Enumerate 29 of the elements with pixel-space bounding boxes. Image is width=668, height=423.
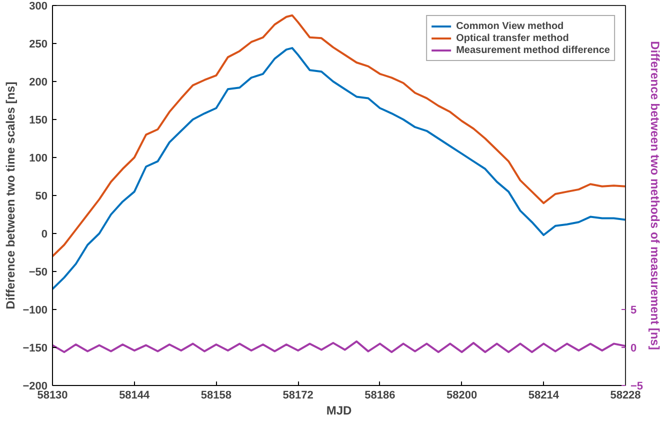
y-tick-label: 200 bbox=[29, 76, 48, 88]
y-tick-label: 0 bbox=[41, 228, 48, 240]
x-tick-label: 58186 bbox=[364, 390, 396, 402]
legend-label: Optical transfer method bbox=[456, 32, 569, 44]
x-tick-label: 58200 bbox=[446, 390, 478, 402]
y2-tick-label: 5 bbox=[630, 304, 637, 316]
y-tick-label: 250 bbox=[29, 38, 48, 50]
x-axis-title: MJD bbox=[326, 404, 352, 418]
y2-tick-label: 0 bbox=[630, 342, 637, 354]
y-tick-label: 150 bbox=[29, 114, 48, 126]
x-tick-label: 58144 bbox=[119, 390, 151, 402]
x-tick-label: 58158 bbox=[200, 390, 232, 402]
y-tick-label: −100 bbox=[22, 304, 48, 316]
line-series bbox=[52, 14, 626, 258]
x-tick-label: 58228 bbox=[610, 390, 641, 402]
x-tick-label: 58214 bbox=[528, 390, 560, 402]
y2-tick-label: −5 bbox=[630, 380, 644, 392]
line-series bbox=[52, 47, 626, 290]
y-tick-label: −50 bbox=[28, 266, 48, 278]
y-tick-label: 50 bbox=[35, 190, 48, 202]
y2-axis-title: Difference between two methods of measurement [ns] bbox=[648, 41, 662, 350]
y-tick-label: −150 bbox=[22, 342, 48, 354]
x-tick-label: 58130 bbox=[37, 390, 68, 402]
y-axis-title: Difference between two time scales [ns] bbox=[4, 82, 18, 310]
y-tick-label: 300 bbox=[29, 0, 48, 12]
x-tick-label: 58172 bbox=[282, 390, 314, 402]
legend-label: Common View method bbox=[456, 20, 564, 32]
y-tick-label: 100 bbox=[29, 152, 48, 164]
legend-label: Measurement method difference bbox=[456, 44, 610, 56]
